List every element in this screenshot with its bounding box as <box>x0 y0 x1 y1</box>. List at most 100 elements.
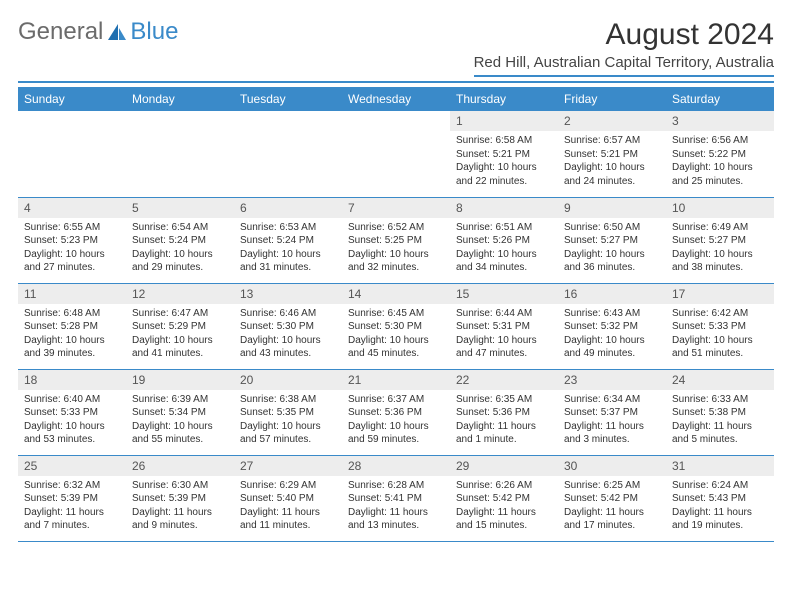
daylight-text: Daylight: 10 hours and 36 minutes. <box>564 248 660 275</box>
calendar-cell: 11Sunrise: 6:48 AMSunset: 5:28 PMDayligh… <box>18 283 126 369</box>
logo-text-general: General <box>18 18 103 46</box>
daylight-text: Daylight: 10 hours and 53 minutes. <box>24 420 120 447</box>
sunrise-text: Sunrise: 6:28 AM <box>348 479 444 493</box>
sunrise-text: Sunrise: 6:45 AM <box>348 307 444 321</box>
logo-sail-icon <box>106 22 128 42</box>
day-info: Sunrise: 6:47 AMSunset: 5:29 PMDaylight:… <box>126 304 234 365</box>
sunset-text: Sunset: 5:33 PM <box>24 406 120 420</box>
day-info: Sunrise: 6:28 AMSunset: 5:41 PMDaylight:… <box>342 476 450 537</box>
day-info: Sunrise: 6:35 AMSunset: 5:36 PMDaylight:… <box>450 390 558 451</box>
day-info: Sunrise: 6:50 AMSunset: 5:27 PMDaylight:… <box>558 218 666 279</box>
sunset-text: Sunset: 5:36 PM <box>456 406 552 420</box>
sunset-text: Sunset: 5:24 PM <box>240 234 336 248</box>
calendar-cell: 9Sunrise: 6:50 AMSunset: 5:27 PMDaylight… <box>558 197 666 283</box>
header: General Blue August 2024 Red Hill, Austr… <box>18 18 774 77</box>
sunrise-text: Sunrise: 6:57 AM <box>564 134 660 148</box>
daylight-text: Daylight: 10 hours and 47 minutes. <box>456 334 552 361</box>
sunrise-text: Sunrise: 6:52 AM <box>348 221 444 235</box>
sunrise-text: Sunrise: 6:55 AM <box>24 221 120 235</box>
daylight-text: Daylight: 10 hours and 31 minutes. <box>240 248 336 275</box>
sunset-text: Sunset: 5:29 PM <box>132 320 228 334</box>
calendar-cell: 29Sunrise: 6:26 AMSunset: 5:42 PMDayligh… <box>450 455 558 541</box>
sunrise-text: Sunrise: 6:24 AM <box>672 479 768 493</box>
sunrise-text: Sunrise: 6:49 AM <box>672 221 768 235</box>
calendar-cell: 30Sunrise: 6:25 AMSunset: 5:42 PMDayligh… <box>558 455 666 541</box>
day-info: Sunrise: 6:58 AMSunset: 5:21 PMDaylight:… <box>450 131 558 192</box>
day-number: 23 <box>558 370 666 390</box>
day-info: Sunrise: 6:32 AMSunset: 5:39 PMDaylight:… <box>18 476 126 537</box>
sunset-text: Sunset: 5:31 PM <box>456 320 552 334</box>
daylight-text: Daylight: 10 hours and 34 minutes. <box>456 248 552 275</box>
weekday-thursday: Thursday <box>450 87 558 111</box>
sunset-text: Sunset: 5:30 PM <box>240 320 336 334</box>
calendar-cell <box>18 111 126 197</box>
day-info: Sunrise: 6:42 AMSunset: 5:33 PMDaylight:… <box>666 304 774 365</box>
weekday-tuesday: Tuesday <box>234 87 342 111</box>
daylight-text: Daylight: 10 hours and 57 minutes. <box>240 420 336 447</box>
sunrise-text: Sunrise: 6:50 AM <box>564 221 660 235</box>
day-number <box>18 111 126 117</box>
day-info: Sunrise: 6:55 AMSunset: 5:23 PMDaylight:… <box>18 218 126 279</box>
day-number: 20 <box>234 370 342 390</box>
calendar-cell <box>126 111 234 197</box>
day-number: 2 <box>558 111 666 131</box>
calendar-cell: 5Sunrise: 6:54 AMSunset: 5:24 PMDaylight… <box>126 197 234 283</box>
day-number: 8 <box>450 198 558 218</box>
sunset-text: Sunset: 5:40 PM <box>240 492 336 506</box>
daylight-text: Daylight: 11 hours and 5 minutes. <box>672 420 768 447</box>
day-number: 14 <box>342 284 450 304</box>
sunrise-text: Sunrise: 6:54 AM <box>132 221 228 235</box>
logo-text-blue: Blue <box>130 18 178 46</box>
day-number: 18 <box>18 370 126 390</box>
calendar-row: 25Sunrise: 6:32 AMSunset: 5:39 PMDayligh… <box>18 455 774 541</box>
day-number: 6 <box>234 198 342 218</box>
day-info: Sunrise: 6:34 AMSunset: 5:37 PMDaylight:… <box>558 390 666 451</box>
day-info: Sunrise: 6:38 AMSunset: 5:35 PMDaylight:… <box>234 390 342 451</box>
day-number: 19 <box>126 370 234 390</box>
calendar-cell: 23Sunrise: 6:34 AMSunset: 5:37 PMDayligh… <box>558 369 666 455</box>
calendar-row: 18Sunrise: 6:40 AMSunset: 5:33 PMDayligh… <box>18 369 774 455</box>
calendar-cell: 7Sunrise: 6:52 AMSunset: 5:25 PMDaylight… <box>342 197 450 283</box>
daylight-text: Daylight: 10 hours and 43 minutes. <box>240 334 336 361</box>
sunset-text: Sunset: 5:38 PM <box>672 406 768 420</box>
day-number: 10 <box>666 198 774 218</box>
title-block: August 2024 Red Hill, Australian Capital… <box>474 18 774 77</box>
sunset-text: Sunset: 5:43 PM <box>672 492 768 506</box>
day-number: 9 <box>558 198 666 218</box>
month-title: August 2024 <box>474 18 774 52</box>
sunset-text: Sunset: 5:36 PM <box>348 406 444 420</box>
sunset-text: Sunset: 5:39 PM <box>24 492 120 506</box>
weekday-friday: Friday <box>558 87 666 111</box>
weekday-sunday: Sunday <box>18 87 126 111</box>
daylight-text: Daylight: 10 hours and 59 minutes. <box>348 420 444 447</box>
sunrise-text: Sunrise: 6:38 AM <box>240 393 336 407</box>
sunset-text: Sunset: 5:30 PM <box>348 320 444 334</box>
day-info: Sunrise: 6:44 AMSunset: 5:31 PMDaylight:… <box>450 304 558 365</box>
sunrise-text: Sunrise: 6:39 AM <box>132 393 228 407</box>
sunrise-text: Sunrise: 6:30 AM <box>132 479 228 493</box>
calendar-cell: 24Sunrise: 6:33 AMSunset: 5:38 PMDayligh… <box>666 369 774 455</box>
calendar-table: Sunday Monday Tuesday Wednesday Thursday… <box>18 87 774 542</box>
daylight-text: Daylight: 10 hours and 45 minutes. <box>348 334 444 361</box>
day-number: 29 <box>450 456 558 476</box>
daylight-text: Daylight: 11 hours and 11 minutes. <box>240 506 336 533</box>
location-text: Red Hill, Australian Capital Territory, … <box>474 54 774 77</box>
daylight-text: Daylight: 10 hours and 25 minutes. <box>672 161 768 188</box>
sunset-text: Sunset: 5:39 PM <box>132 492 228 506</box>
day-number: 27 <box>234 456 342 476</box>
day-number: 5 <box>126 198 234 218</box>
daylight-text: Daylight: 11 hours and 3 minutes. <box>564 420 660 447</box>
sunset-text: Sunset: 5:26 PM <box>456 234 552 248</box>
day-number <box>234 111 342 117</box>
sunrise-text: Sunrise: 6:40 AM <box>24 393 120 407</box>
day-number: 28 <box>342 456 450 476</box>
daylight-text: Daylight: 10 hours and 22 minutes. <box>456 161 552 188</box>
calendar-cell: 8Sunrise: 6:51 AMSunset: 5:26 PMDaylight… <box>450 197 558 283</box>
day-info: Sunrise: 6:53 AMSunset: 5:24 PMDaylight:… <box>234 218 342 279</box>
day-info: Sunrise: 6:52 AMSunset: 5:25 PMDaylight:… <box>342 218 450 279</box>
sunrise-text: Sunrise: 6:32 AM <box>24 479 120 493</box>
day-number: 13 <box>234 284 342 304</box>
day-info: Sunrise: 6:24 AMSunset: 5:43 PMDaylight:… <box>666 476 774 537</box>
calendar-cell: 22Sunrise: 6:35 AMSunset: 5:36 PMDayligh… <box>450 369 558 455</box>
day-number: 7 <box>342 198 450 218</box>
